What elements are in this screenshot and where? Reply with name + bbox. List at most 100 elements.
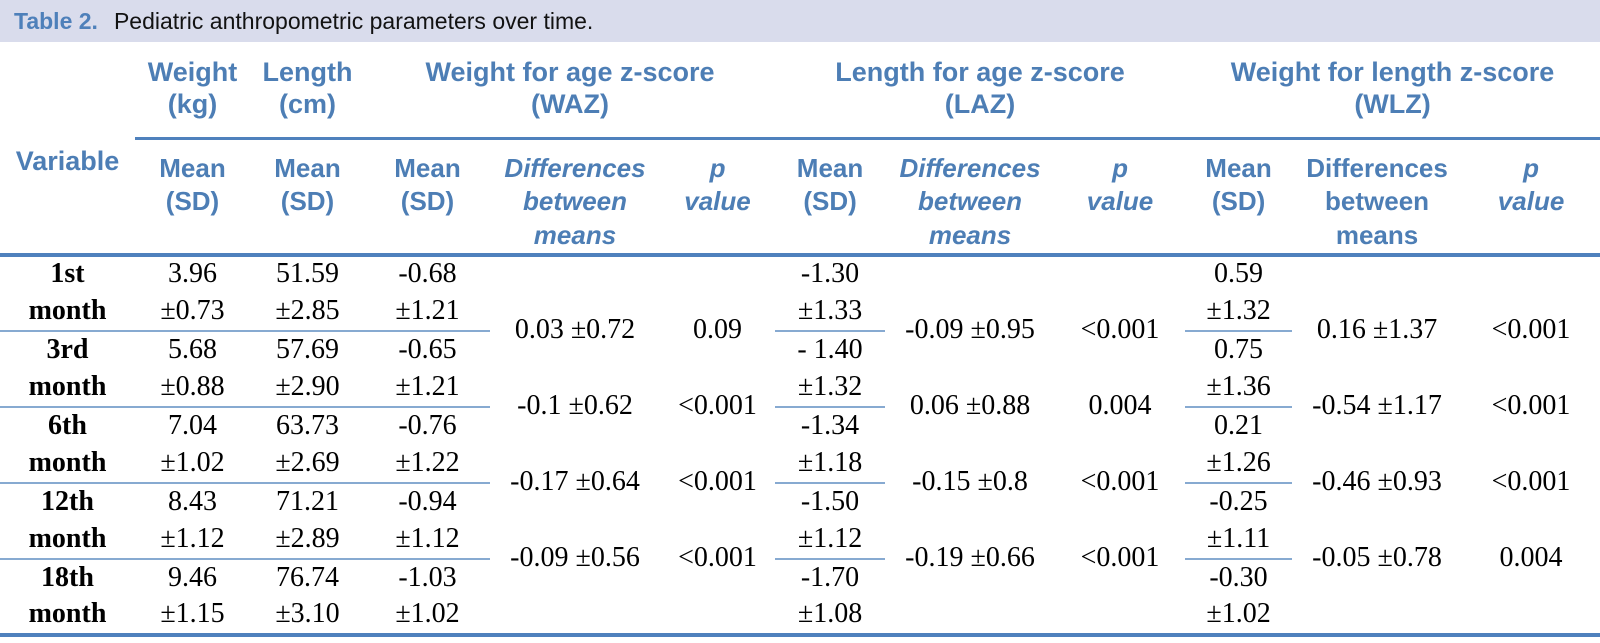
month-label-cell: 3rd bbox=[46, 333, 89, 365]
wlz-mean-cell: -0.25 bbox=[1209, 485, 1268, 517]
laz-p-value-cell: 0.004 bbox=[1088, 390, 1152, 422]
laz-mean-cell: ±1.08 bbox=[775, 596, 886, 637]
table-row: month ±1.02 ±2.69 ±1.22 -0.17 ±0.64 <0.001 ±1.… bbox=[0, 444, 1600, 497]
month-label-cell: 18th bbox=[41, 561, 94, 593]
laz-diff-empty-cell bbox=[885, 255, 1055, 293]
waz-difference-cell: -0.17 ±0.64 bbox=[510, 466, 640, 498]
wlz-p-value-cell: 0.004 bbox=[1499, 542, 1563, 574]
laz-difference-cell: -0.15 ±0.8 bbox=[912, 466, 1028, 498]
waz-diff-empty-cell bbox=[490, 596, 660, 637]
group-header-wlz: Weight for length z-score (WLZ) bbox=[1185, 42, 1600, 140]
weight-mean-cell: 8.43 bbox=[168, 485, 217, 517]
table-row: 12th 8.43 71.21 -0.94 -1.50 -0.25 bbox=[0, 483, 1600, 521]
waz-mean-cell: -0.94 bbox=[398, 485, 457, 517]
length-mean-cell: ±2.90 bbox=[250, 368, 365, 408]
group-title: Weight for age z-score bbox=[425, 57, 715, 88]
wlz-mean-cell: 0.59 bbox=[1214, 258, 1264, 290]
table-row: month ±0.88 ±2.90 ±1.21 -0.1 ±0.62 <0.001 ±1.3… bbox=[0, 368, 1600, 421]
length-mean-cell: ±2.89 bbox=[250, 520, 365, 560]
table-row: 6th 7.04 63.73 -0.76 -1.34 0.21 bbox=[0, 407, 1600, 445]
length-mean-cell: 71.21 bbox=[276, 485, 339, 517]
table-body: 1st 3.96 51.59 -0.68 -1.30 0.59 month ±0.73 ±2.8… bbox=[0, 255, 1600, 637]
waz-diff-empty-cell bbox=[490, 255, 660, 293]
waz-mean-cell: -1.03 bbox=[398, 561, 457, 593]
waz-difference-cell: -0.09 ±0.56 bbox=[510, 542, 640, 574]
group-header-row: Variable Weight (kg) Length (cm) Weight … bbox=[0, 42, 1600, 257]
laz-p-empty-cell bbox=[1055, 596, 1186, 637]
month-label-cell: month bbox=[0, 520, 135, 560]
length-mean-cell: 76.74 bbox=[276, 561, 339, 593]
laz-mean-cell: ±1.32 bbox=[775, 368, 886, 408]
weight-mean-cell: ±0.88 bbox=[135, 368, 250, 408]
group-abbr: (cm) bbox=[278, 89, 336, 120]
weight-mean-cell: 7.04 bbox=[168, 409, 217, 441]
subheader-laz-p-value: p value bbox=[1055, 138, 1186, 257]
wlz-mean-cell: 0.75 bbox=[1214, 333, 1264, 365]
table-row: month ±0.73 ±2.85 ±1.21 0.03 ±0.72 0.09 ±1.33-… bbox=[0, 292, 1600, 345]
month-label-cell: month bbox=[0, 368, 135, 408]
laz-mean-cell: -1.70 bbox=[800, 561, 860, 593]
subheader-laz-differences: Differences between means bbox=[885, 138, 1056, 257]
wlz-mean-cell: ±1.36 bbox=[1185, 368, 1293, 408]
laz-p-value-cell: <0.001 bbox=[1080, 314, 1160, 346]
subheader-wlz-p-value: p value bbox=[1462, 138, 1600, 257]
wlz-difference-cell: -0.05 ±0.78 bbox=[1312, 542, 1442, 574]
waz-mean-cell: -0.65 bbox=[398, 333, 457, 365]
waz-p-value-cell: <0.001 bbox=[678, 390, 757, 422]
laz-mean-cell: ±1.18 bbox=[775, 444, 886, 484]
month-label-cell: month bbox=[0, 292, 135, 332]
subheader-laz-mean-sd: Mean (SD) bbox=[775, 138, 886, 257]
month-label-cell: month bbox=[0, 444, 135, 484]
laz-p-empty-cell bbox=[1055, 255, 1185, 293]
laz-difference-cell: -0.09 ±0.95 bbox=[905, 314, 1035, 346]
wlz-p-empty-cell bbox=[1462, 596, 1600, 637]
wlz-difference-cell: -0.54 ±1.17 bbox=[1312, 390, 1442, 422]
wlz-diff-empty-cell bbox=[1292, 255, 1462, 293]
group-abbr: (LAZ) bbox=[944, 89, 1016, 120]
group-abbr: (WLZ) bbox=[1354, 89, 1431, 120]
waz-p-value-cell: <0.001 bbox=[678, 542, 757, 574]
table-caption: Pediatric anthropometric parameters over… bbox=[113, 7, 594, 34]
laz-mean-cell: -1.34 bbox=[800, 409, 860, 441]
laz-mean-cell: -1.30 bbox=[800, 258, 860, 290]
length-mean-cell: ±2.85 bbox=[250, 292, 365, 332]
month-label-cell: 6th bbox=[48, 409, 87, 441]
weight-mean-cell: 5.68 bbox=[168, 333, 217, 365]
subheader-length-mean-sd: Mean (SD) bbox=[250, 138, 365, 257]
subheader-waz-p-value: p value bbox=[660, 138, 776, 257]
anthropometric-table: Variable Weight (kg) Length (cm) Weight … bbox=[0, 42, 1600, 637]
wlz-mean-cell: -0.30 bbox=[1209, 561, 1268, 593]
waz-p-value-cell: 0.09 bbox=[693, 314, 743, 346]
group-title: Length for age z-score bbox=[835, 57, 1125, 88]
group-title: Weight for length z-score bbox=[1230, 57, 1555, 88]
waz-p-value-cell: <0.001 bbox=[678, 466, 757, 498]
table-header: Variable Weight (kg) Length (cm) Weight … bbox=[0, 42, 1600, 257]
waz-mean-cell: ±1.21 bbox=[365, 292, 490, 332]
waz-mean-cell: ±1.02 bbox=[365, 596, 490, 637]
wlz-mean-cell: ±1.11 bbox=[1185, 520, 1293, 560]
wlz-difference-cell: 0.16 ±1.37 bbox=[1316, 314, 1438, 346]
wlz-mean-cell: ±1.32 bbox=[1185, 292, 1293, 332]
subheader-wlz-mean-sd: Mean (SD) bbox=[1185, 138, 1293, 257]
waz-mean-cell: ±1.21 bbox=[365, 368, 490, 408]
subheader-weight-mean-sd: Mean (SD) bbox=[135, 138, 250, 257]
laz-difference-cell: 0.06 ±0.88 bbox=[909, 390, 1031, 422]
length-mean-cell: ±2.69 bbox=[250, 444, 365, 484]
group-title: Length bbox=[262, 57, 353, 88]
length-mean-cell: 63.73 bbox=[276, 409, 339, 441]
laz-mean-cell: -1.50 bbox=[800, 485, 860, 517]
table-row: month ±1.12 ±2.89 ±1.12 -0.09 ±0.56 <0.001 ±1.… bbox=[0, 520, 1600, 573]
subheader-waz-mean-sd: Mean (SD) bbox=[365, 138, 490, 257]
table-title-bar: Table 2. Pediatric anthropometric parame… bbox=[0, 0, 1600, 42]
laz-p-value-cell: <0.001 bbox=[1080, 542, 1160, 574]
weight-mean-cell: ±0.73 bbox=[135, 292, 250, 332]
laz-p-value-cell: <0.001 bbox=[1080, 466, 1160, 498]
sub-header-row: Mean (SD) Mean (SD) Mean (SD) Difference… bbox=[0, 138, 1600, 257]
table-row: month ±1.15 ±3.10 ±1.02 ±1.08 ±1.02 bbox=[0, 596, 1600, 637]
month-label-cell: 1st bbox=[50, 258, 85, 290]
wlz-p-value-cell: <0.001 bbox=[1491, 314, 1571, 346]
waz-difference-cell: -0.1 ±0.62 bbox=[517, 390, 633, 422]
waz-mean-cell: -0.76 bbox=[398, 409, 457, 441]
laz-difference-cell: -0.19 ±0.66 bbox=[905, 542, 1035, 574]
wlz-mean-cell: ±1.26 bbox=[1185, 444, 1293, 484]
